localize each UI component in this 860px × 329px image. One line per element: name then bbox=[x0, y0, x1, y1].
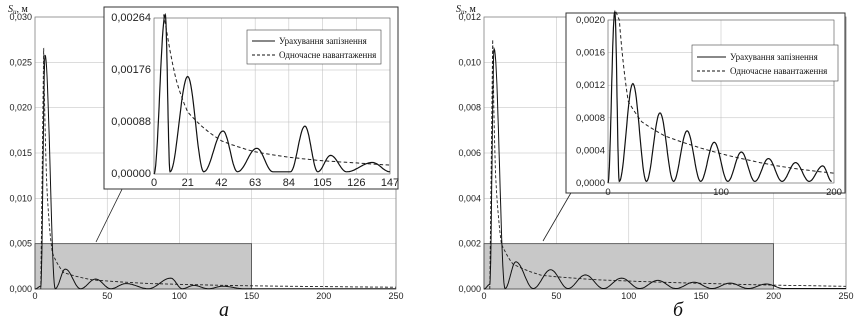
legend-b-solid-label: Урахування запізнення bbox=[730, 52, 818, 62]
chart-b-tick-x: 0 bbox=[481, 291, 486, 301]
chart-a-inset-dashed-line bbox=[163, 14, 391, 166]
chart-b-inset-tick-y: 0,0008 bbox=[576, 113, 605, 124]
chart-b-inset-tick-y: 0,0020 bbox=[576, 15, 605, 26]
panel-label-b: б bbox=[673, 299, 684, 321]
chart-a-tick-x: 50 bbox=[102, 291, 112, 301]
chart-b-inset-tick-x: 200 bbox=[826, 187, 842, 198]
chart-b-inset-tick-y: 0,0004 bbox=[576, 145, 605, 156]
chart-b-tick-y: 0,010 bbox=[458, 57, 481, 67]
chart-a-inset-tick-y: 0,00176 bbox=[111, 64, 151, 76]
chart-b-tick-x: 50 bbox=[551, 291, 561, 301]
chart-b-ylabel: Sи, м bbox=[456, 4, 477, 16]
chart-a-inset: 0 21 42 63 84 105 126 147 0,00000 0,00088 0,00176 0… bbox=[103, 6, 399, 190]
chart-a-tick-x: 250 bbox=[388, 291, 403, 301]
chart-a-inset-tick-x: 126 bbox=[347, 177, 365, 189]
chart-a-inset-ticks: 0 21 42 63 84 105 126 147 0,00000 0,00088 0,00176 0… bbox=[111, 12, 399, 189]
chart-a-inset-tick-y: 0,00000 bbox=[111, 168, 151, 180]
chart-a-tick-y: 0,020 bbox=[9, 103, 32, 113]
chart-b-inset-solid-line bbox=[607, 9, 832, 184]
chart-a-inset-tick-x: 84 bbox=[283, 177, 295, 189]
chart-a-tick-y: 0,005 bbox=[9, 239, 32, 249]
chart-a-inset-tick-y: 0,00264 bbox=[111, 12, 151, 24]
chart-a-inset-tick-x: 147 bbox=[381, 177, 399, 189]
chart-b-inset-tick-y: 0,0012 bbox=[576, 80, 605, 91]
chart-b-solid-line bbox=[484, 46, 846, 290]
chart-a-inset-solid-line bbox=[153, 13, 391, 175]
chart-a-legend: Урахування запізнення Одночасне навантаж… bbox=[246, 29, 382, 65]
chart-b-tick-y: 0,004 bbox=[458, 193, 481, 203]
chart-a-tick-x: 200 bbox=[316, 291, 331, 301]
chart-a-inset-plot-frame bbox=[153, 17, 391, 175]
chart-a-tick-y: 0,000 bbox=[9, 284, 32, 294]
chart-a-tick-y: 0,015 bbox=[9, 148, 32, 158]
chart-a-inset-tick-x: 63 bbox=[249, 177, 261, 189]
chart-b-inset-plot-frame bbox=[607, 19, 835, 184]
chart-a-ticks: 0 50 100 150 200 250 0,000 0,005 0,010 0,015 0,020… bbox=[9, 12, 403, 301]
chart-a-tick-y: 0,025 bbox=[9, 57, 32, 67]
chart-a-inset-tick-x: 42 bbox=[215, 177, 227, 189]
chart-a-dashed-line bbox=[40, 47, 397, 290]
chart-a-legend-box bbox=[246, 29, 382, 65]
chart-b-ticks: 0 50 100 150 200 250 0,000 0,002 0,004 0,006 0,008… bbox=[458, 12, 853, 301]
chart-b-inset-tick-x: 0 bbox=[605, 187, 610, 198]
panel-label-a: а bbox=[219, 299, 229, 321]
chart-a-tick-x: 150 bbox=[244, 291, 259, 301]
chart-a-inset-tick-y: 0,00088 bbox=[111, 116, 151, 128]
chart-b-inset-tick-x: 100 bbox=[713, 187, 729, 198]
chart-b-legend-box bbox=[691, 44, 839, 82]
chart-b-legend: Урахування запізнення Одночасне навантаж… bbox=[691, 44, 839, 82]
chart-b-inset-tick-y: 0,0000 bbox=[576, 178, 605, 189]
chart-a-tick-y: 0,030 bbox=[9, 12, 32, 22]
chart-a-tick-x: 100 bbox=[172, 291, 187, 301]
chart-a-inset-tick-x: 105 bbox=[313, 177, 331, 189]
chart-a: 0 50 100 150 200 250 0,000 0,005 0,010 0,015 0,020… bbox=[8, 4, 404, 321]
chart-b-tick-x: 200 bbox=[766, 291, 781, 301]
legend-b-dashed-label: Одночасне навантаження bbox=[730, 66, 827, 76]
chart-b-inset-ticks: 0 100 200 0,0000 0,0004 0,0008 0,0012 0,0016 0,0… bbox=[576, 15, 842, 198]
chart-b-tick-y: 0,012 bbox=[458, 12, 481, 22]
chart-b-tick-y: 0,002 bbox=[458, 239, 481, 249]
chart-a-ylabel: Sи, м bbox=[8, 4, 29, 16]
chart-a-highlight-region bbox=[34, 243, 253, 290]
chart-b-inset-tick-y: 0,0016 bbox=[576, 48, 605, 59]
legend-dashed-label: Одночасне навантаження bbox=[279, 50, 376, 60]
chart-a-inset-tick-x: 21 bbox=[182, 177, 194, 189]
chart-b-inset: 0 100 200 0,0000 0,0004 0,0008 0,0012 0,0016 0,0… bbox=[565, 9, 846, 198]
chart-b-tick-y: 0,008 bbox=[458, 103, 481, 113]
chart-a-tick-x: 0 bbox=[32, 291, 37, 301]
chart-b-tick-y: 0,006 bbox=[458, 148, 481, 158]
chart-a-inset-tick-x: 0 bbox=[151, 177, 157, 189]
chart-a-solid-line bbox=[35, 54, 396, 290]
legend-solid-label: Урахування запізнення bbox=[279, 36, 367, 46]
chart-b-tick-x: 150 bbox=[694, 291, 709, 301]
chart-b-tick-y: 0,000 bbox=[458, 284, 481, 294]
chart-b-tick-x: 100 bbox=[621, 291, 636, 301]
chart-a-tick-y: 0,010 bbox=[9, 193, 32, 203]
chart-b-tick-x: 250 bbox=[838, 291, 853, 301]
chart-b: 0 50 100 150 200 250 0,000 0,002 0,004 0,006 0,008… bbox=[456, 4, 854, 321]
chart-b-dashed-line bbox=[489, 39, 847, 290]
